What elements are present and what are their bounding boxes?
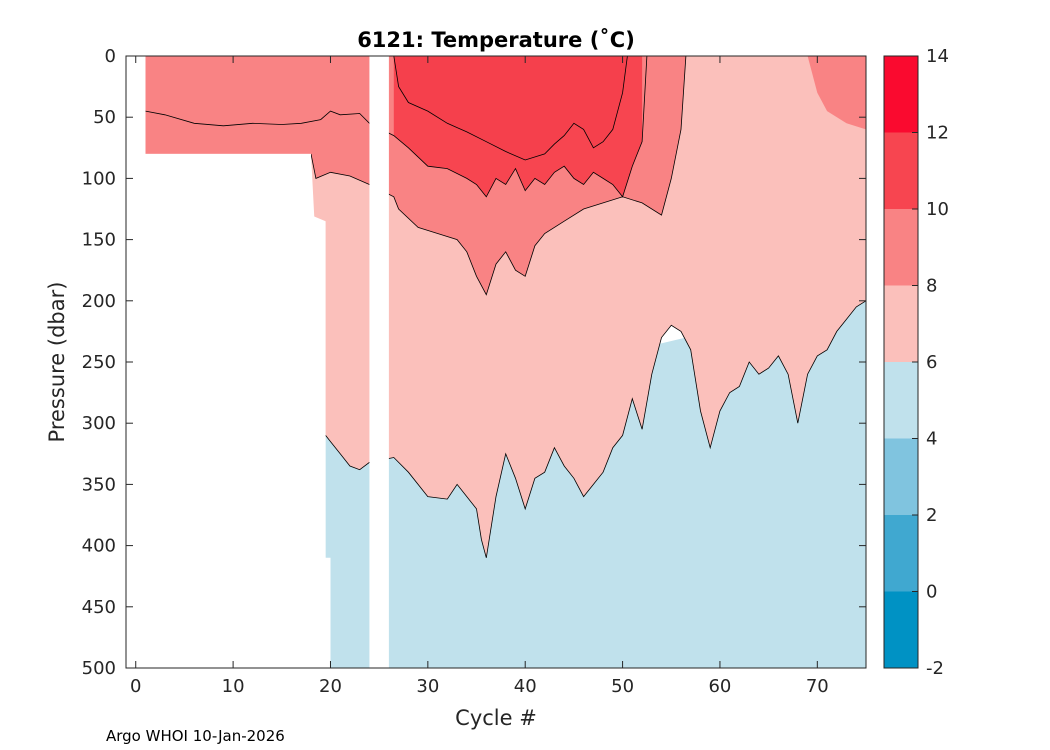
- y-axis-label: Pressure (dbar): [45, 282, 69, 443]
- x-axis: 0 10 20 30 40 50 60 70: [130, 56, 829, 697]
- colorbar-label: 2: [926, 505, 937, 526]
- y-tick-label: 450: [82, 597, 116, 618]
- x-tick-label: 0: [130, 676, 141, 697]
- x-tick-label: 40: [514, 676, 537, 697]
- x-tick-label: 60: [708, 676, 731, 697]
- y-tick-label: 250: [82, 352, 116, 373]
- x-axis-label: Cycle #: [455, 706, 537, 730]
- chart-title: 6121: Temperature (˚C): [357, 28, 635, 52]
- colorbar-swatch: [884, 438, 918, 515]
- y-tick-label: 50: [93, 107, 116, 128]
- colorbar-label: 0: [926, 582, 937, 603]
- colorbar-label: 10: [926, 199, 949, 220]
- isotherm-10C: [393, 56, 628, 161]
- colorbar-swatch: [884, 132, 918, 209]
- y-tick-label: 400: [82, 536, 116, 557]
- data-gap: [369, 56, 389, 668]
- colorbar-swatch: [884, 285, 918, 362]
- colorbar-swatch: [884, 209, 918, 286]
- y-tick-label: 300: [82, 413, 116, 434]
- colorbar: -2 0 2 4 6 8 10 12 14: [883, 46, 949, 679]
- plot-area: [126, 56, 866, 668]
- x-tick-label: 30: [416, 676, 439, 697]
- x-tick-label: 50: [611, 676, 634, 697]
- colorbar-label: -2: [926, 658, 944, 679]
- y-tick-label: 200: [82, 291, 116, 312]
- x-tick-label: 70: [806, 676, 829, 697]
- colorbar-swatch: [884, 362, 918, 439]
- y-axis: 0 50 100 150 200 250 300 350 400 450 500: [82, 46, 866, 679]
- y-tick-label: 0: [105, 46, 116, 67]
- colorbar-label: 14: [926, 46, 949, 67]
- band-8-10C-east: [807, 56, 866, 130]
- colorbar-label: 6: [926, 352, 937, 373]
- isotherm-4C: [325, 300, 866, 558]
- band-warm-core: [393, 56, 628, 160]
- colorbar-swatch: [884, 591, 918, 668]
- colorbar-label: 4: [926, 429, 937, 450]
- isotherm-8C: [145, 56, 648, 198]
- colorbar-label: 12: [926, 123, 949, 144]
- y-tick-label: 100: [82, 168, 116, 189]
- colorbar-label: 8: [926, 276, 937, 297]
- band-6-8C: [145, 56, 866, 558]
- y-tick-label: 500: [82, 658, 116, 679]
- footer-credit: Argo WHOI 10-Jan-2026: [106, 727, 285, 745]
- x-tick-label: 10: [222, 676, 245, 697]
- colorbar-swatch: [884, 515, 918, 592]
- y-tick-label: 150: [82, 230, 116, 251]
- colorbar-swatch: [884, 56, 918, 133]
- y-tick-label: 350: [82, 474, 116, 495]
- no-data-region: [126, 56, 331, 668]
- x-tick-label: 20: [319, 676, 342, 697]
